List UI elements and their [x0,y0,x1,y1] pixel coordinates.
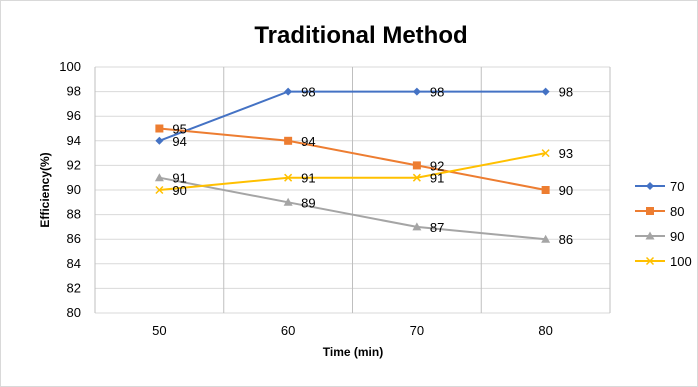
y-tick-label: 86 [67,231,81,246]
x-marker-stroke [541,149,550,158]
data-label: 90 [172,183,186,198]
chart-title: Traditional Method [254,22,467,49]
data-point [412,161,421,170]
series-line-80 [159,127,546,191]
data-point [412,173,421,182]
y-tick-label: 96 [67,108,81,123]
y-axis-label: Efficiency(%) [38,152,52,227]
data-point [284,173,293,182]
y-tick-label: 90 [67,182,81,197]
data-point [155,185,164,195]
data-label: 93 [559,146,573,161]
data-label: 94 [172,134,186,149]
x-marker-stroke [645,256,655,266]
legend-label: 80 [670,204,684,219]
data-label: 95 [172,122,186,137]
data-label: 91 [172,171,186,186]
legend-item-80: 80 [635,204,684,219]
data-label: 86 [559,232,573,247]
data-label: 91 [430,171,444,186]
x-marker-stroke [284,173,293,182]
y-tick-label: 80 [67,305,81,320]
data-point [155,136,164,145]
series-90 [154,173,551,243]
legend-marker [646,182,654,190]
y-tick-label: 94 [67,133,81,148]
data-label: 87 [430,220,444,235]
y-tick-label: 100 [59,59,81,74]
x-marker-stroke [412,173,421,182]
y-tick-label: 82 [67,280,81,295]
x-tick-label: 80 [538,323,552,338]
series-70 [155,87,550,145]
data-label: 98 [301,85,315,100]
y-tick-label: 92 [67,157,81,172]
legend-label: 70 [670,179,684,194]
x-tick-label: 50 [152,323,166,338]
y-tick-label: 84 [67,256,81,271]
x-tick-label: 60 [281,323,295,338]
legend-item-100: 100 [635,254,692,269]
series-line-70 [159,90,546,142]
data-point [155,124,164,133]
data-point [284,136,293,145]
data-point [541,186,550,194]
legend: 70 80 90 100 [635,179,692,269]
series-lines [154,87,551,243]
x-axis-ticks: 50 60 70 80 [152,323,553,338]
legend-marker [645,231,655,240]
series-100 [155,149,550,195]
x-marker-stroke [155,185,164,195]
data-label: 91 [301,171,315,186]
data-label: 94 [301,134,315,149]
x-tick-label: 70 [410,323,424,338]
data-label: 89 [301,195,315,210]
legend-label: 100 [670,254,692,269]
data-label: 98 [430,85,444,100]
legend-marker [645,256,655,266]
legend-marker [646,207,654,215]
data-label: 90 [559,183,573,198]
series-line-100 [159,152,546,191]
data-point [154,173,164,182]
data-point [284,87,293,96]
legend-item-90: 90 [635,229,684,244]
x-axis-label: Time (min) [323,345,383,359]
y-tick-label: 88 [67,207,81,222]
series-80 [155,124,550,194]
data-point [541,87,550,96]
data-label: 92 [430,158,444,173]
data-point [541,149,550,158]
legend-label: 90 [670,229,684,244]
y-tick-label: 98 [67,84,81,99]
data-label: 98 [559,85,573,100]
y-axis-ticks: 80 82 84 86 88 90 92 94 96 98 100 [59,59,81,320]
data-point [412,222,422,231]
data-point [283,197,293,206]
data-point [541,234,551,243]
data-point [412,87,421,96]
series-line-90 [159,176,546,241]
legend-item-70: 70 [635,179,684,194]
